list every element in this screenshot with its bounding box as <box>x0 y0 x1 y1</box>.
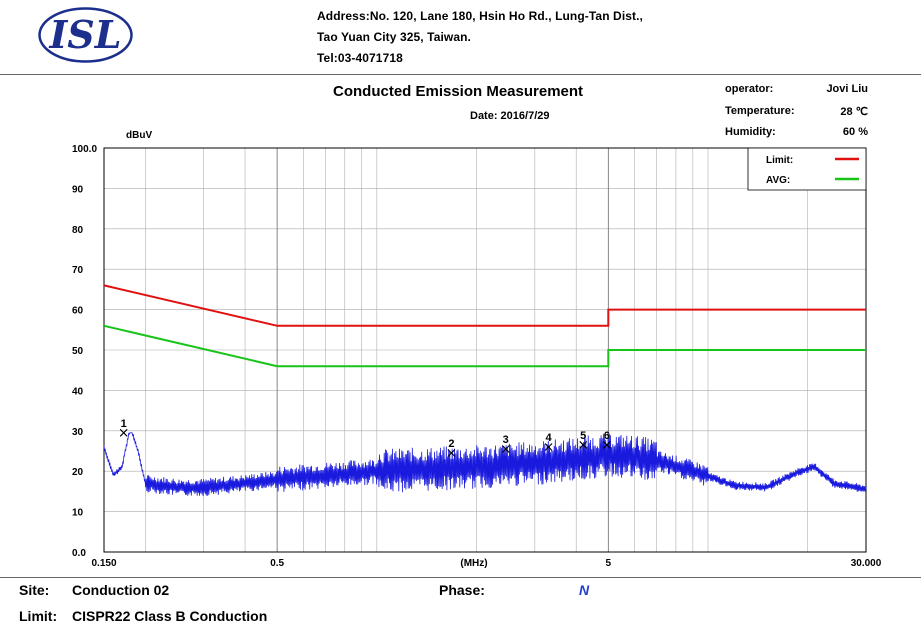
marker-cross <box>447 449 456 457</box>
y-tick-label: 10 <box>72 508 84 519</box>
y-tick-label: 100.0 <box>72 144 97 155</box>
y-tick-label: 0.0 <box>72 548 86 559</box>
humidity-label: Humidity: <box>725 126 776 138</box>
legend-label: AVG: <box>766 175 790 186</box>
phone-line: Tel:03-4071718 <box>317 51 403 65</box>
x-tick-label: 30.000 <box>851 558 882 569</box>
logo-text: ISL <box>49 12 122 57</box>
report-date: Date: 2016/7/29 <box>470 110 550 122</box>
x-axis-unit: (MHz) <box>460 558 487 569</box>
peak-marker: 3 <box>501 434 510 453</box>
footer-divider <box>0 577 921 578</box>
peak-marker: 5 <box>579 430 588 449</box>
limit-series-line <box>103 284 866 327</box>
marker-cross <box>119 428 128 437</box>
address-line-2: Tao Yuan City 325, Taiwan. <box>317 30 471 44</box>
marker-label: 1 <box>121 418 127 430</box>
x-tick-label: 0.5 <box>270 558 284 569</box>
y-tick-label: 60 <box>72 306 84 317</box>
site-label: Site: <box>19 582 50 598</box>
y-tick-label: 90 <box>72 184 84 195</box>
address-line-1: Address:No. 120, Lane 180, Hsin Ho Rd., … <box>317 9 643 23</box>
peak-marker: 4 <box>544 432 553 451</box>
y-axis-unit: dBuV <box>126 130 152 141</box>
marker-cross <box>602 441 611 449</box>
isl-logo: ISL <box>38 7 133 63</box>
y-tick-label: 80 <box>72 225 84 236</box>
chart-markers: 1 2 3 4 5 6 <box>119 418 611 457</box>
peak-marker: 2 <box>447 438 456 457</box>
y-tick-label: 70 <box>72 265 84 276</box>
marker-label: 2 <box>448 438 454 450</box>
legend-box <box>747 147 867 191</box>
x-tick-label: 0.150 <box>91 558 116 569</box>
marker-cross <box>579 441 588 449</box>
y-tick-label: 30 <box>72 427 84 438</box>
peak-marker: 1 <box>119 418 128 437</box>
operator-value: Jovi Liu <box>826 83 868 95</box>
marker-label: 3 <box>503 434 509 446</box>
limit-series-line <box>103 324 866 368</box>
phase-value: N <box>579 582 590 598</box>
y-tick-label: 40 <box>72 386 84 397</box>
marker-label: 4 <box>545 432 552 444</box>
temperature-label: Temperature: <box>725 105 795 117</box>
page-title: Conducted Emission Measurement <box>333 83 584 100</box>
site-value: Conduction 02 <box>72 582 170 598</box>
chart-series <box>103 284 867 497</box>
y-tick-label: 50 <box>72 346 84 357</box>
marker-cross <box>501 445 510 453</box>
phase-label: Phase: <box>439 582 485 598</box>
chart-legend: Limit: AVG: <box>747 147 867 191</box>
measurement-trace <box>103 432 867 497</box>
y-tick-label: 20 <box>72 467 84 478</box>
limit-label: Limit: <box>19 608 58 624</box>
x-tick-label: 5 <box>606 558 612 569</box>
marker-cross <box>544 443 553 451</box>
operator-label: operator: <box>725 83 774 95</box>
legend-label: Limit: <box>766 155 793 166</box>
limit-value: CISPR22 Class B Conduction <box>72 608 268 624</box>
peak-marker: 6 <box>602 430 611 449</box>
chart-axes: 0.0 10 20 30 40 50 60 70 80 90 100.0 dBuV 0.150 0.5 5 3… <box>72 130 882 569</box>
marker-label: 5 <box>580 430 586 442</box>
header-divider <box>0 74 921 75</box>
temperature-value: 28 ℃ <box>840 106 868 118</box>
humidity-value: 60 % <box>842 126 868 138</box>
marker-label: 6 <box>604 430 610 442</box>
